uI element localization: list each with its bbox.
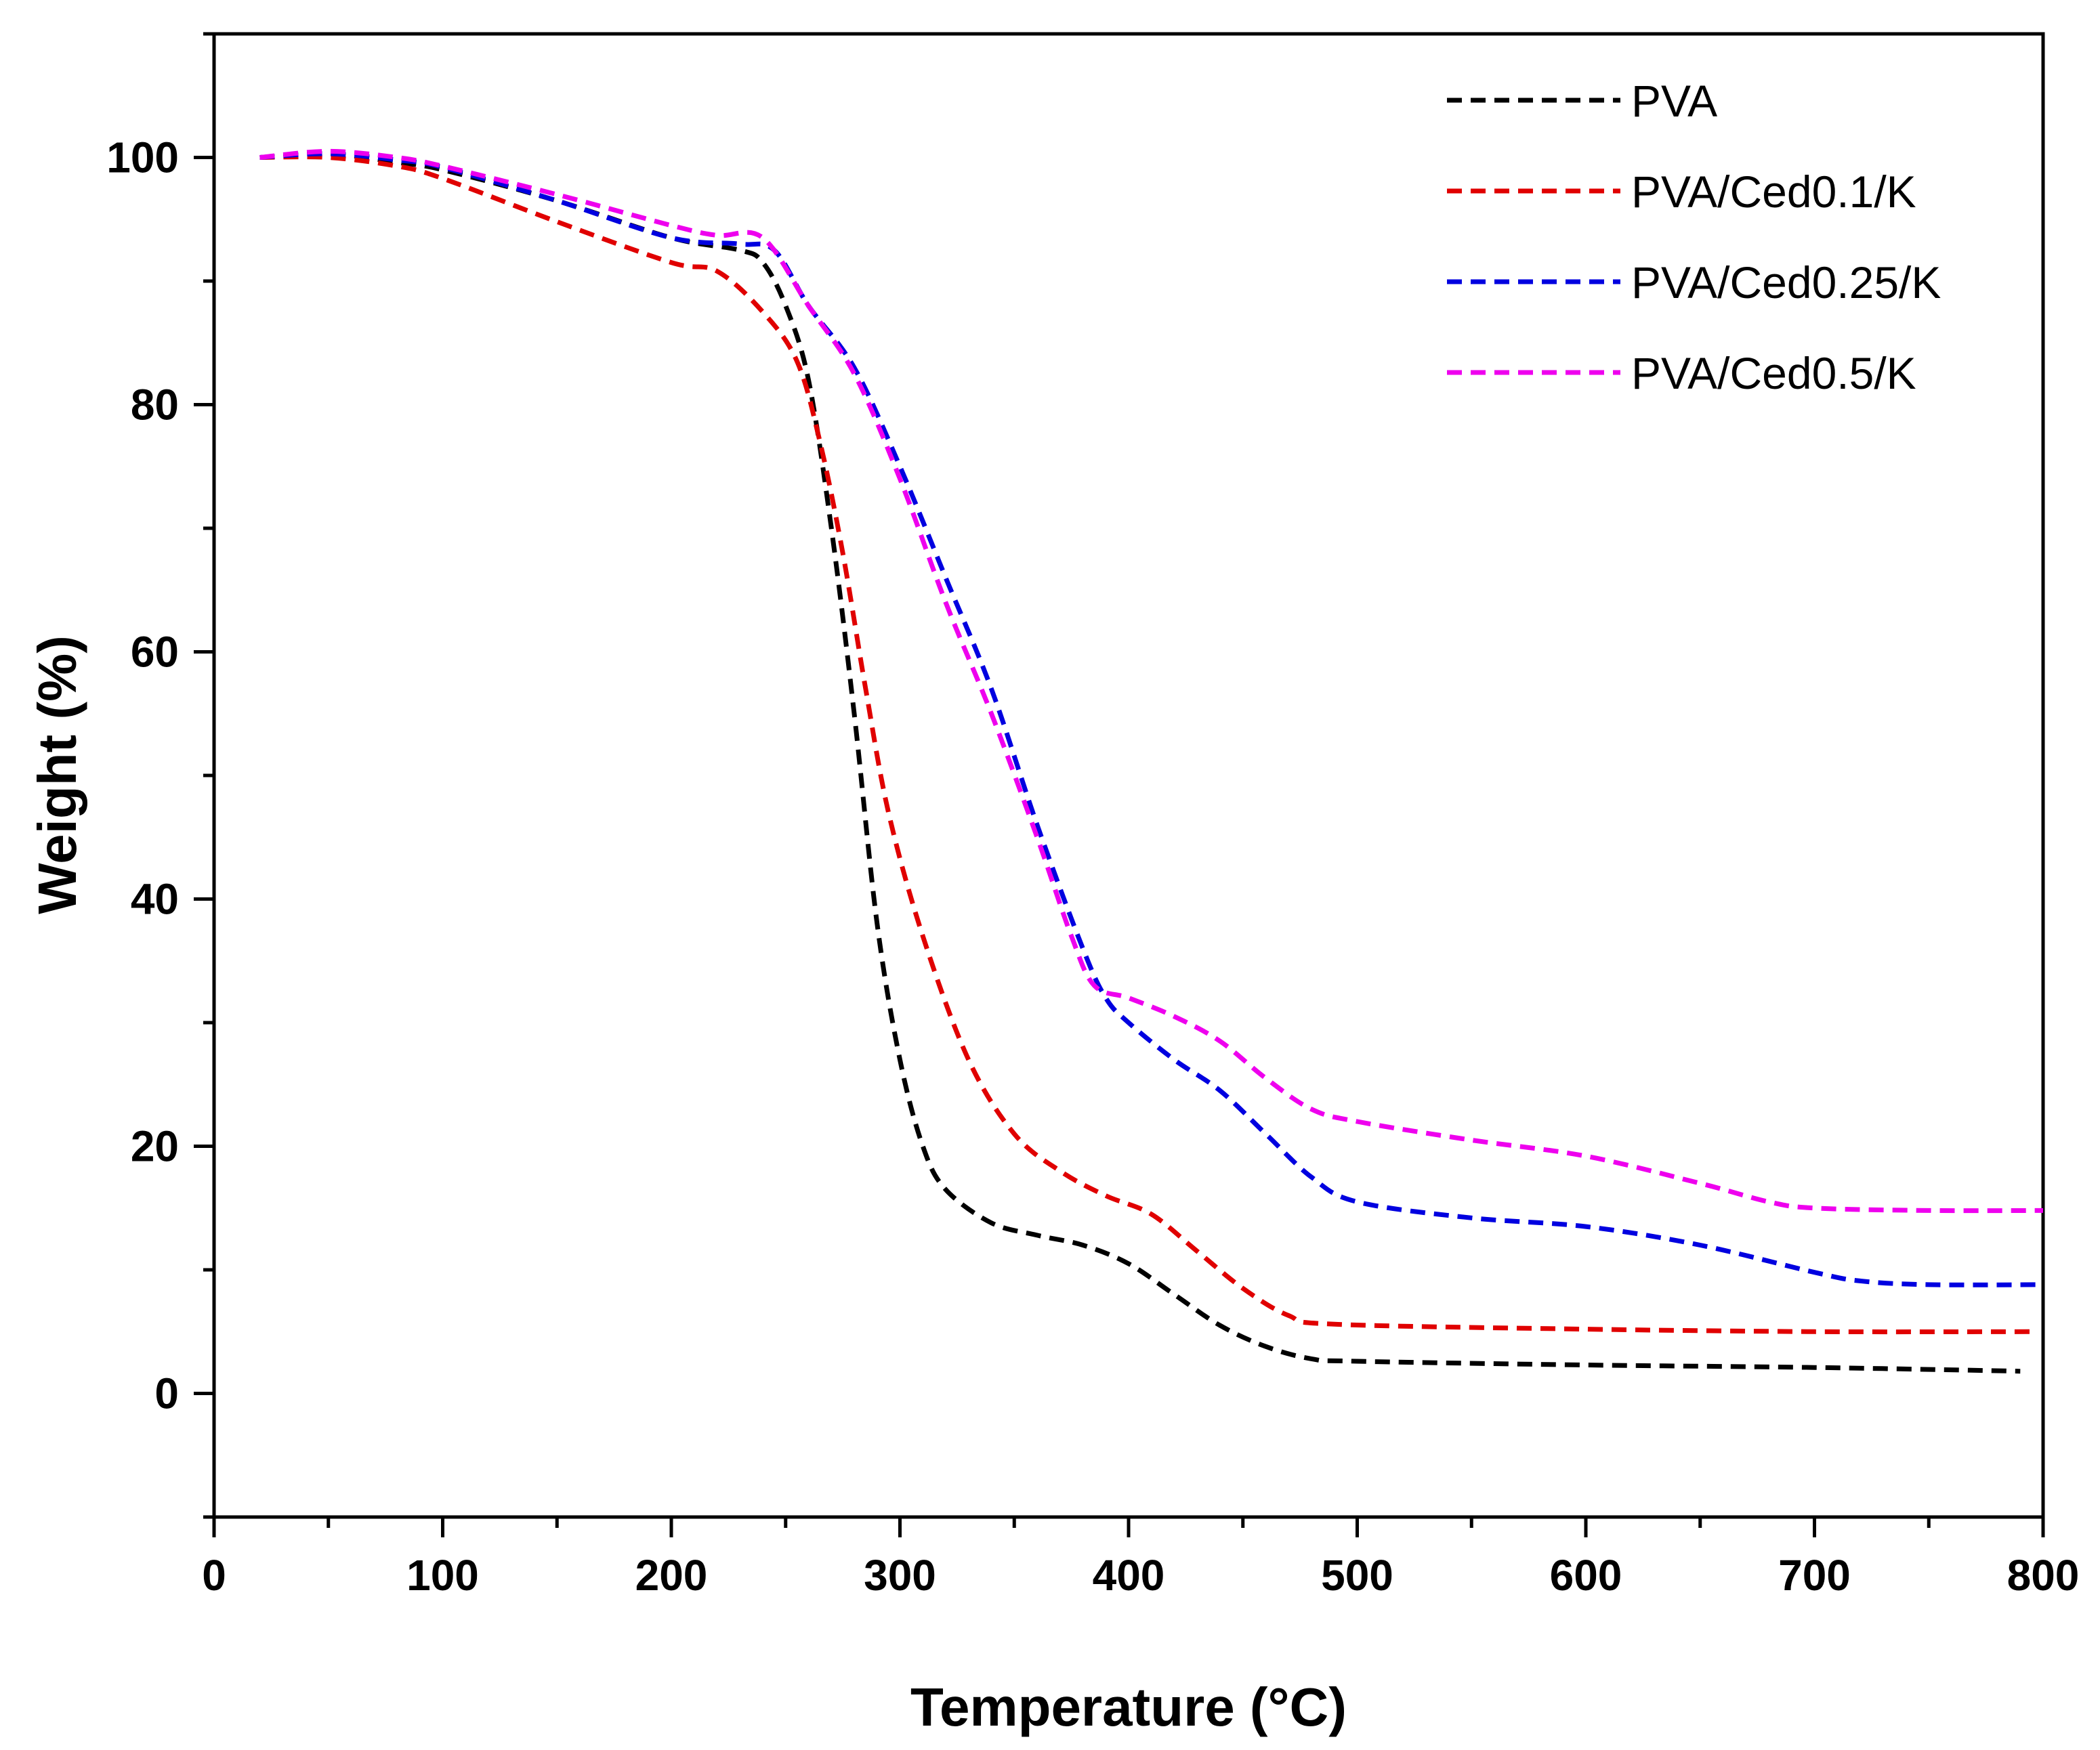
legend: PVA PVA/Ced0.1/K PVA/Ced0.25/K PVA/Ced0.5/K	[1447, 76, 1941, 398]
y-tick-label: 80	[131, 381, 179, 429]
legend-label-3: PVA/Ced0.25/K	[1631, 257, 1941, 307]
legend-label-2: PVA/Ced0.1/K	[1631, 167, 1916, 217]
tick-labels: 0 100 200 300 400 500 600 700 800 0 20 40 60 80 100	[106, 133, 2079, 1600]
series-line-2	[259, 154, 2032, 1335]
x-axis-label: Temperature (°C)	[910, 1677, 1347, 1737]
series-line-4	[259, 148, 2044, 1214]
x-tick-label: 0	[202, 1551, 226, 1600]
legend-label-1: PVA	[1631, 76, 1717, 126]
x-tick-label: 400	[1093, 1551, 1165, 1600]
y-axis-label: Weight (%)	[27, 635, 87, 914]
x-tick-label: 800	[2007, 1551, 2080, 1600]
y-tick-label: 20	[131, 1122, 179, 1171]
y-tick-label: 0	[154, 1369, 179, 1418]
x-tick-label: 200	[635, 1551, 708, 1600]
legend-label-4: PVA/Ced0.5/K	[1631, 348, 1916, 398]
series-lines	[259, 148, 2044, 1374]
x-tick-label: 700	[1778, 1551, 1851, 1600]
axis-ticks	[194, 32, 2045, 1537]
series-line-3	[259, 151, 2044, 1287]
y-tick-label: 40	[131, 875, 179, 924]
x-tick-label: 600	[1550, 1551, 1622, 1600]
y-tick-label: 100	[106, 133, 179, 182]
x-tick-label: 500	[1321, 1551, 1393, 1600]
x-tick-label: 300	[864, 1551, 936, 1600]
y-tick-label: 60	[131, 628, 179, 677]
x-tick-label: 100	[406, 1551, 479, 1600]
